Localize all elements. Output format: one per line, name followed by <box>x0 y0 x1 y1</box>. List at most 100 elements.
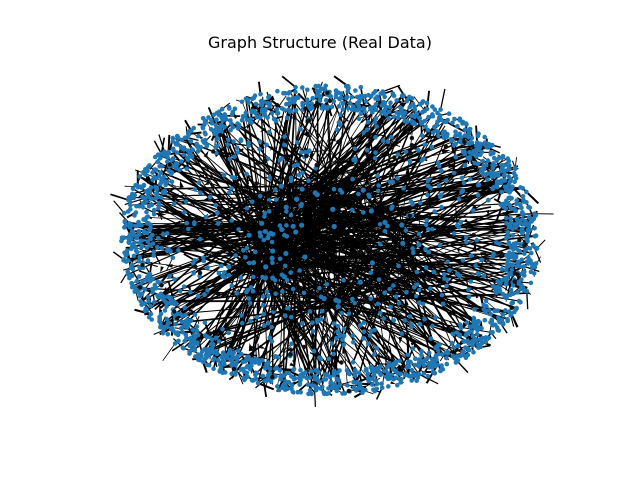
graph-node <box>335 329 340 334</box>
graph-node <box>192 258 198 263</box>
graph-node <box>244 206 250 211</box>
graph-node <box>461 180 467 186</box>
hub-node <box>293 229 299 235</box>
graph-node <box>446 111 452 116</box>
graph-node <box>481 273 487 279</box>
graph-node <box>521 199 526 204</box>
graph-edge <box>334 172 455 227</box>
graph-node <box>351 104 356 109</box>
graph-node <box>145 294 151 300</box>
graph-node <box>184 155 190 161</box>
graph-node <box>522 288 527 293</box>
graph-node <box>265 377 271 383</box>
graph-node <box>464 320 470 325</box>
graph-node <box>371 91 376 96</box>
graph-node <box>416 363 422 369</box>
graph-node <box>426 177 431 182</box>
graph-node <box>462 127 468 133</box>
graph-node <box>350 333 356 338</box>
graph-node <box>415 375 421 380</box>
graph-node <box>156 200 161 206</box>
edge-arrowhead <box>285 154 293 159</box>
graph-edge <box>196 143 269 239</box>
graph-node <box>197 236 203 242</box>
graph-node <box>385 223 390 229</box>
graph-node <box>327 98 333 104</box>
graph-node <box>158 325 163 330</box>
graph-node <box>209 121 215 126</box>
graph-node <box>157 314 162 320</box>
graph-edge <box>281 228 522 289</box>
graph-node <box>397 358 403 364</box>
graph-node <box>298 367 303 373</box>
graph-node <box>460 352 466 358</box>
graph-node <box>263 158 268 164</box>
graph-node <box>482 134 488 140</box>
graph-node <box>278 377 284 382</box>
graph-node <box>508 216 514 221</box>
graph-node <box>340 101 346 106</box>
graph-node <box>512 242 517 248</box>
graph-node <box>121 210 127 216</box>
graph-node <box>499 202 504 207</box>
graph-node <box>518 286 524 292</box>
graph-node <box>374 365 380 371</box>
graph-node <box>138 238 144 244</box>
edge-arrowhead <box>328 137 336 142</box>
graph-node <box>140 205 146 210</box>
graph-edge <box>301 187 431 226</box>
graph-node <box>148 303 153 309</box>
graph-node <box>266 321 271 326</box>
graph-node <box>331 351 337 357</box>
graph-node <box>383 104 389 109</box>
graph-node <box>244 117 250 123</box>
graph-node <box>409 113 414 119</box>
graph-node <box>467 150 472 155</box>
graph-node <box>363 368 369 373</box>
graph-node <box>210 349 216 355</box>
edge-arrowhead <box>396 205 404 213</box>
graph-node <box>399 331 405 336</box>
graph-node <box>266 232 272 237</box>
graph-node <box>225 142 231 147</box>
graph-node <box>277 256 283 262</box>
graph-node <box>504 265 509 270</box>
graph-node <box>447 268 452 273</box>
graph-node <box>381 316 387 321</box>
graph-node <box>362 108 367 114</box>
graph-node <box>510 184 515 189</box>
graph-edge <box>160 137 166 154</box>
graph-node <box>262 229 268 234</box>
graph-node <box>365 341 371 347</box>
graph-node <box>337 333 343 339</box>
graph-node <box>503 206 509 211</box>
graph-node <box>514 201 519 207</box>
graph-node <box>277 367 283 373</box>
graph-node <box>136 229 142 234</box>
graph-node <box>238 137 244 142</box>
graph-edge <box>248 100 424 236</box>
graph-node <box>226 272 232 278</box>
graph-node <box>475 192 481 198</box>
graph-node <box>474 320 479 326</box>
graph-edge <box>480 282 501 290</box>
graph-node <box>181 284 187 290</box>
graph-node <box>473 263 478 269</box>
graph-node <box>443 144 449 149</box>
graph-node <box>182 135 188 140</box>
graph-node <box>439 292 445 298</box>
graph-node <box>173 322 178 327</box>
graph-node <box>405 360 411 366</box>
graph-edge <box>371 210 461 223</box>
graph-node <box>133 248 139 253</box>
graph-node <box>358 111 364 117</box>
graph-node <box>480 158 486 164</box>
graph-node <box>331 370 337 375</box>
graph-node <box>471 232 476 238</box>
graph-node <box>174 161 180 167</box>
graph-node <box>458 219 464 225</box>
graph-edge <box>242 116 262 237</box>
graph-node <box>506 241 511 246</box>
graph-node <box>520 210 525 215</box>
graph-node <box>152 282 158 288</box>
